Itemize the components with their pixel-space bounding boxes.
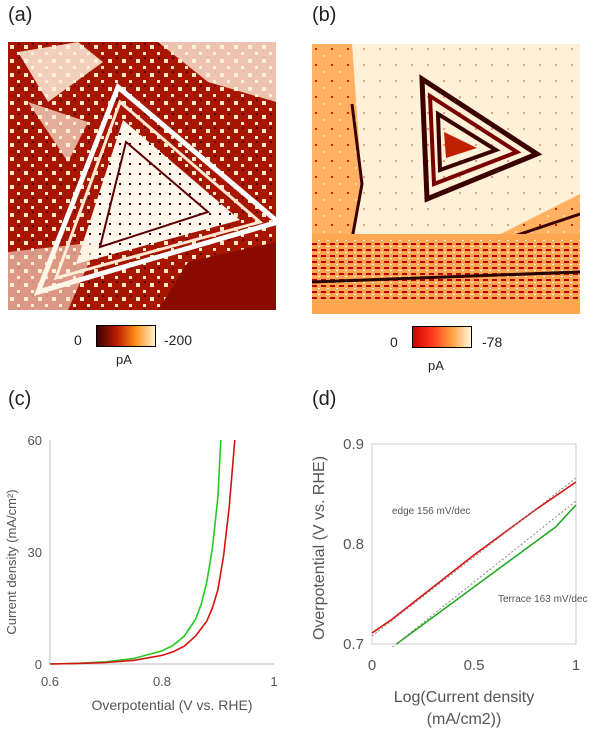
- x-axis-label: Log(Current density: [394, 689, 535, 706]
- panel-c-label: (c): [8, 388, 32, 410]
- colorbar-a-unit: pA: [116, 352, 132, 367]
- x-axis-label-line2: (mA/cm2)): [427, 711, 502, 728]
- annotation-edge-slope: edge 156 mV/dec: [392, 506, 470, 517]
- y-tick-label: 60: [28, 433, 42, 448]
- x-tick-label: 1: [270, 674, 277, 689]
- x-tick-label: 0.5: [464, 657, 485, 674]
- tafel-plot-chart: 0 0.5 1 0.7 0.8 0.9 Log(Current density (mA/cm2…: [311, 436, 588, 728]
- colorbar-b-min: 0: [390, 334, 398, 350]
- colorbar-b: [412, 326, 472, 348]
- panel-b-label: (b): [312, 4, 337, 26]
- polarization-curve-chart: 0.6 0.8 1 0 30 60 Overpotential (V vs. RHE) Cur…: [4, 433, 278, 713]
- colorbar-a-min: 0: [74, 332, 82, 348]
- series-line-1: [371, 481, 577, 634]
- series-line-1: [49, 439, 222, 665]
- fit-line-1: [371, 477, 577, 637]
- colorbar-a: [96, 325, 156, 347]
- fit-line-2: [392, 500, 577, 648]
- current-map-b: [312, 44, 580, 314]
- y-axis-label: Overpotential (V vs. RHE): [311, 456, 328, 640]
- panel-d-label: (d): [312, 388, 337, 410]
- y-tick-label: 0.9: [343, 436, 364, 453]
- y-tick-label: 0.7: [343, 636, 364, 653]
- colorbar-a-max: -200: [164, 332, 193, 348]
- colorbar-b-max: -78: [482, 334, 503, 350]
- current-map-a: [8, 42, 276, 310]
- colorbar-b-unit: pA: [428, 358, 444, 373]
- y-tick-label: 30: [28, 545, 42, 560]
- x-tick-label: 0.8: [153, 674, 171, 689]
- x-tick-label: 0.6: [41, 674, 59, 689]
- panel-a-label: (a): [8, 4, 33, 26]
- x-tick-label: 0: [368, 657, 376, 674]
- series-line-2: [49, 439, 236, 665]
- y-tick-label: 0.8: [343, 536, 364, 553]
- y-axis-label: Current density (mA/cm²): [4, 489, 19, 634]
- y-tick-label: 0: [35, 657, 42, 672]
- x-tick-label: 1: [572, 657, 580, 674]
- x-axis-label: Overpotential (V vs. RHE): [91, 697, 252, 713]
- annotation-terrace-slope: Terrace 163 mV/dec: [498, 594, 588, 605]
- plot-frame: [371, 443, 577, 645]
- series-line-2: [396, 504, 577, 645]
